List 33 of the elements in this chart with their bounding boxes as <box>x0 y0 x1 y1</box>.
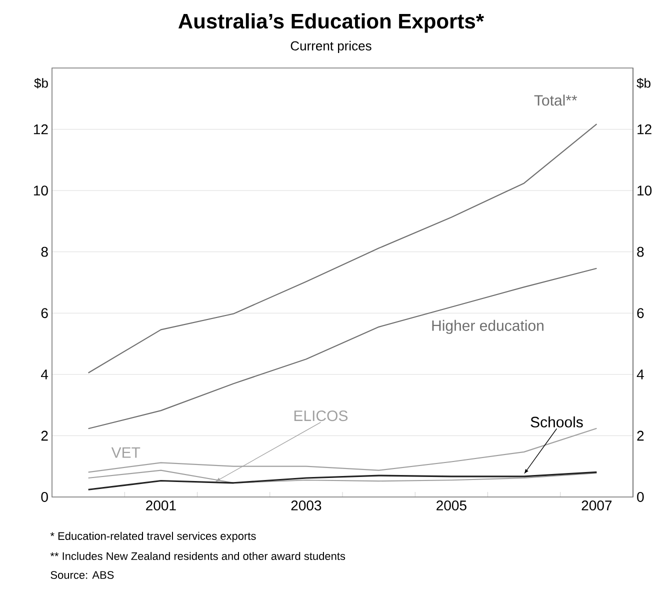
series-label: Higher education <box>432 320 544 334</box>
y2-tick-label: 6 <box>637 308 644 318</box>
chart-title: Australia’s Education Exports* <box>178 13 484 33</box>
x-tick-label: 2001 <box>146 500 176 510</box>
y-tick-label: 6 <box>41 308 48 318</box>
text: * Education-related travel services exports <box>50 532 256 542</box>
y-tick-label: 2 <box>41 430 48 441</box>
y-axis-title: $b <box>34 78 48 88</box>
y-tick-label: 8 <box>41 246 48 257</box>
y2-tick-label: 4 <box>636 370 644 380</box>
y-tick-label: 10 <box>34 186 48 196</box>
line-series <box>88 471 598 490</box>
text: ELICOS <box>294 410 348 422</box>
y2-tick-label: 10 <box>638 186 652 196</box>
y2-tick-label: 12 <box>638 124 652 134</box>
text: ** Includes New Zealand residents and other award students <box>50 552 346 560</box>
y2-tick-label: 8 <box>637 246 644 257</box>
y-tick-label: 12 <box>34 124 48 134</box>
line-series <box>88 268 598 430</box>
text: Schools <box>530 416 583 428</box>
y-tick-label: 0 <box>41 492 48 502</box>
x-tick-label: 2005 <box>436 500 466 510</box>
source-note: Source: ABS <box>50 571 114 579</box>
y2-tick-label: 0 <box>637 492 644 502</box>
x-tick-label: 2003 <box>291 500 322 510</box>
y2-tick-label: 2 <box>637 430 644 441</box>
chart-subtitle: Current prices <box>290 40 372 54</box>
series-label: Total** <box>534 94 578 106</box>
series-label: VET <box>111 447 140 458</box>
y2-axis-title: $b <box>636 78 650 88</box>
x-tick-label: 2007 <box>582 500 612 510</box>
y-tick-label: 4 <box>41 370 48 380</box>
line-series <box>88 124 598 374</box>
